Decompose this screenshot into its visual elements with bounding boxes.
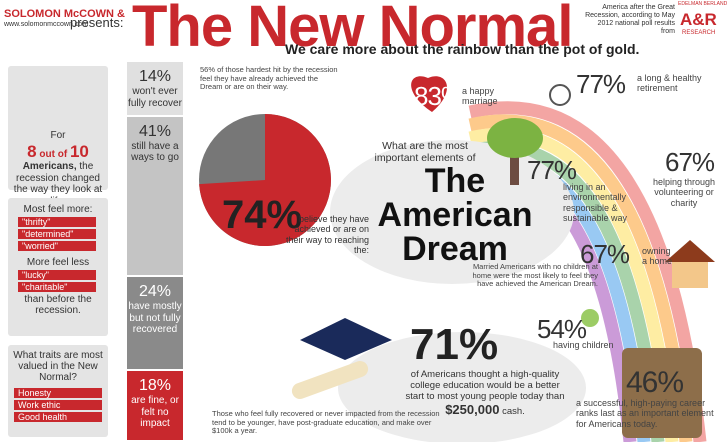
- main-title: The New Normal: [132, 0, 573, 59]
- recovery-column: 14% won't ever fully recover 41% still have…: [127, 62, 183, 442]
- pie-note: 56% of those hardest hit by the recessio…: [200, 65, 338, 92]
- source-logo: EDELMAN BERLAND: [678, 1, 728, 7]
- dream-title: The American Dream: [355, 164, 555, 266]
- element-pct: 46%: [626, 366, 684, 399]
- element-text: helping through volunteering or charity: [652, 177, 716, 208]
- source-logo-mark: A&R: [680, 10, 717, 29]
- total: 10: [69, 141, 89, 161]
- college-ellipse: [338, 332, 586, 442]
- more-tag: "worried": [18, 241, 96, 251]
- less-title: More feel less: [26, 257, 90, 268]
- grad-cap: [300, 318, 392, 360]
- dream-line: American: [377, 196, 533, 234]
- recovery-segment: 24% have mostly but not fully recovered: [127, 277, 183, 372]
- element-text: living in an environmentally responsible…: [563, 182, 628, 224]
- brand-url: www.solomonmccown.com: [4, 21, 89, 28]
- recession-panel: For 8 out of 10 Americans, the recession…: [8, 66, 108, 207]
- house-roof: [665, 240, 715, 262]
- less-tag: "lucky": [18, 270, 96, 280]
- lead: For: [50, 130, 66, 141]
- less-tag: "charitable": [18, 282, 96, 292]
- element-pct: 67%: [580, 239, 630, 269]
- married-note: Married Americans with no children at ho…: [472, 262, 598, 289]
- more-tag: "determined": [18, 229, 96, 239]
- element-pct: 54%: [537, 314, 587, 344]
- more-tag: "thrifty": [18, 217, 96, 227]
- pie-label: 74%: [222, 193, 303, 237]
- pie-slice: [199, 114, 331, 246]
- element-pct: 83%: [414, 81, 464, 111]
- recession-text: For 8 out of 10 Americans, the recession…: [8, 130, 108, 207]
- more-title: Most feel more:: [23, 204, 93, 215]
- recovery-text: are fine, or felt no impact: [131, 395, 179, 430]
- tree-crown: [487, 118, 543, 158]
- college-amount: $250,000: [445, 401, 500, 417]
- recovery-segment: 18% are fine, or felt no impact: [127, 371, 183, 442]
- recovery-pct: 24%: [138, 283, 172, 301]
- element-pct: 77%: [576, 69, 626, 99]
- house-body: [672, 262, 708, 288]
- element-text: a long & healthy retirement: [637, 73, 702, 94]
- less-list: "lucky" "charitable": [8, 270, 108, 292]
- element-pct: 67%: [665, 147, 715, 177]
- pie-caption: believe they have achieved or are on the…: [285, 214, 369, 256]
- tree-trunk: [510, 140, 519, 185]
- stroller-icon: [581, 309, 599, 327]
- dream-line: Dream: [402, 230, 508, 268]
- college-pct: 71%: [410, 320, 499, 369]
- element-text: a happy marriage: [462, 86, 498, 107]
- feelings-panel: Most feel more: "thrifty" "determined" "…: [8, 198, 108, 336]
- recovery-pct: 41%: [138, 122, 172, 140]
- dream-line: The: [424, 162, 486, 200]
- college-text: of Americans thought a high-quality coll…: [400, 369, 570, 418]
- who: Americans,: [22, 161, 77, 173]
- of: out of: [39, 148, 68, 160]
- recovery-text: won't ever fully recover: [128, 86, 182, 109]
- trait-tag: Good health: [14, 412, 102, 422]
- source-logo-sub: RESEARCH: [682, 30, 716, 36]
- heart-icon: [411, 76, 448, 112]
- recovery-pct: 18%: [138, 377, 172, 395]
- traits-panel: What traits are most valued in the New N…: [8, 345, 108, 437]
- traits-question: What traits are most valued in the New N…: [13, 350, 103, 383]
- recovery-segment: 41% still have a ways to go: [127, 116, 183, 278]
- element-text: a successful, high-paying career ranks l…: [576, 398, 714, 429]
- element-text: owning a home: [642, 246, 673, 267]
- more-list: "thrifty" "determined" "worried": [8, 217, 108, 251]
- brand: SOLOMON McCOWN &: [4, 8, 125, 20]
- recovery-segment: 14% won't ever fully recover: [127, 62, 183, 117]
- recovery-note: Those who feel fully recovered or never …: [212, 409, 440, 436]
- suitcase-icon: [622, 348, 702, 438]
- recovery-pct: 14%: [138, 68, 172, 85]
- traits-list: Honesty Work ethic Good health: [8, 388, 108, 422]
- source-note: America after the Great Recession, accor…: [585, 4, 675, 36]
- feelings-tail: than before the recession.: [24, 294, 92, 316]
- count: 8: [27, 141, 37, 161]
- element-text: having children: [553, 340, 614, 350]
- recovery-text: have mostly but not fully recovered: [128, 301, 182, 336]
- trait-tag: Work ethic: [14, 400, 102, 410]
- diploma: [291, 361, 369, 399]
- element-pct: 77%: [527, 155, 577, 185]
- stethoscope-icon: [549, 84, 571, 106]
- presents: presents:: [70, 15, 124, 30]
- subtitle: We care more about the rainbow than the …: [285, 41, 640, 57]
- dream-question: What are the most important elements of: [374, 140, 476, 165]
- recovery-text: still have a ways to go: [131, 140, 179, 164]
- college-tail: cash.: [502, 405, 525, 417]
- college-desc: of Americans thought a high-quality coll…: [405, 369, 565, 402]
- trait-tag: Honesty: [14, 388, 102, 398]
- pie: [199, 114, 331, 246]
